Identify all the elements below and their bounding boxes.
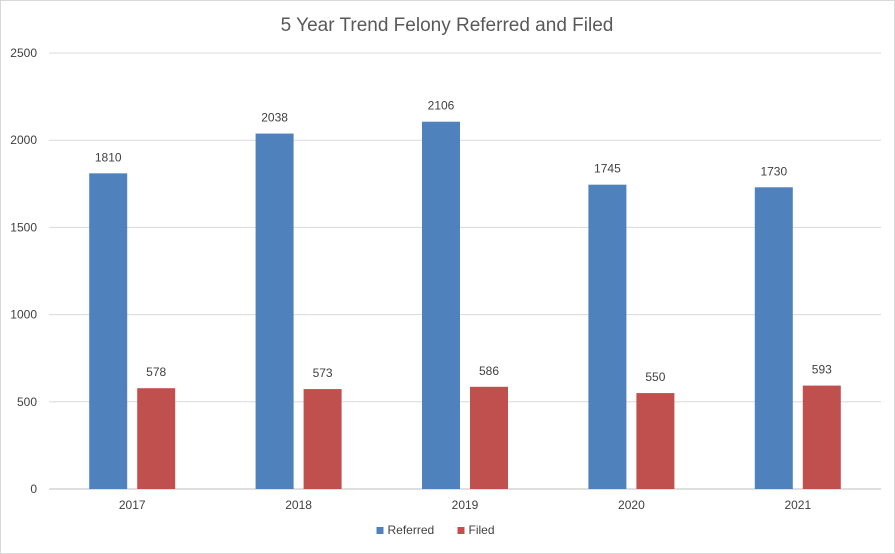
x-tick-label: 2020 bbox=[618, 498, 645, 512]
data-label-referred-2017: 1810 bbox=[95, 150, 122, 164]
data-label-filed-2017: 578 bbox=[146, 365, 166, 379]
bar-filed-2017 bbox=[137, 388, 176, 489]
x-tick-label: 2018 bbox=[285, 498, 312, 512]
chart-title: 5 Year Trend Felony Referred and Filed bbox=[281, 15, 614, 36]
bar-referred-2017 bbox=[89, 173, 128, 489]
data-label-filed-2021: 593 bbox=[812, 363, 832, 377]
legend-swatch-filed bbox=[457, 527, 465, 534]
bar-referred-2021 bbox=[754, 187, 793, 489]
bar-filed-2020 bbox=[636, 393, 675, 489]
data-label-referred-2020: 1745 bbox=[594, 162, 621, 176]
y-tick-label: 1000 bbox=[10, 308, 37, 322]
gridlines bbox=[49, 52, 881, 490]
bar-filed-2019 bbox=[470, 386, 508, 489]
bar-filed-2018 bbox=[303, 389, 342, 489]
data-label-referred-2018: 2038 bbox=[261, 111, 288, 125]
bar-filed-2021 bbox=[802, 385, 841, 489]
y-tick-label: 500 bbox=[17, 395, 37, 409]
bar-referred-2018 bbox=[255, 133, 294, 489]
x-axis-ticks: 2017 2018 2019 2020 2021 bbox=[119, 498, 812, 512]
legend-swatch-referred bbox=[376, 527, 384, 534]
legend-label-referred: Referred bbox=[388, 523, 435, 537]
y-tick-label: 2000 bbox=[10, 133, 37, 147]
y-tick-label: 0 bbox=[30, 482, 37, 496]
bar-referred-2019 bbox=[422, 121, 460, 490]
y-axis-ticks: 0 500 1000 1500 2000 2500 bbox=[10, 46, 37, 496]
legend: Referred Filed bbox=[376, 523, 495, 537]
data-labels: 1810 578 2038 573 2106 586 1745 550 1730 593 bbox=[95, 99, 832, 384]
data-label-referred-2021: 1730 bbox=[760, 164, 787, 178]
y-tick-label: 1500 bbox=[10, 220, 37, 234]
y-tick-label: 2500 bbox=[10, 46, 37, 60]
x-tick-label: 2021 bbox=[784, 498, 811, 512]
data-label-filed-2019: 586 bbox=[479, 364, 499, 378]
bar-referred-2020 bbox=[588, 184, 627, 489]
data-label-filed-2018: 573 bbox=[313, 366, 333, 380]
data-label-referred-2019: 2106 bbox=[428, 99, 455, 113]
data-label-filed-2020: 550 bbox=[645, 370, 665, 384]
x-tick-label: 2019 bbox=[452, 498, 479, 512]
legend-label-filed: Filed bbox=[469, 523, 495, 537]
bars bbox=[89, 121, 841, 490]
x-tick-label: 2017 bbox=[119, 498, 146, 512]
